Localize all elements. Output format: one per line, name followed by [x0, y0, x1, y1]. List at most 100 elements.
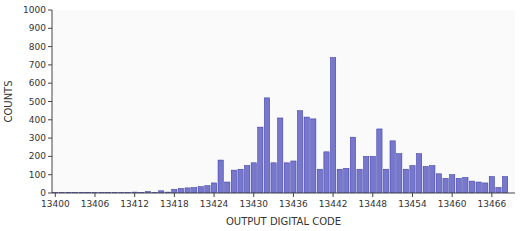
bar [390, 141, 395, 193]
bar [337, 169, 342, 193]
bar [238, 169, 243, 193]
bar [211, 183, 216, 193]
bar [383, 169, 388, 193]
bar [423, 166, 428, 193]
bar [410, 166, 415, 193]
x-tick [94, 193, 95, 197]
x-axis-line [52, 193, 515, 194]
x-tick [174, 193, 175, 197]
bar [244, 166, 249, 193]
bar [463, 177, 468, 193]
y-tick [48, 46, 52, 47]
bar [430, 166, 435, 193]
bar [483, 183, 488, 193]
y-tick-label: 100 [29, 170, 46, 180]
x-tick [253, 193, 254, 197]
bar [324, 152, 329, 193]
bar [377, 129, 382, 193]
bar [496, 188, 501, 193]
bar [251, 163, 256, 193]
bar [304, 117, 309, 193]
x-tick [412, 193, 413, 197]
x-tick [491, 193, 492, 197]
y-tick-label: 400 [29, 115, 46, 125]
bar [284, 163, 289, 193]
y-tick [48, 83, 52, 84]
bar [469, 181, 474, 193]
y-tick-label: 700 [29, 60, 46, 70]
bar [443, 178, 448, 193]
y-tick [48, 156, 52, 157]
x-tick-label: 13418 [160, 199, 189, 209]
bar [297, 111, 302, 193]
bar [456, 178, 461, 193]
x-tick [452, 193, 453, 197]
x-tick-label: 13430 [239, 199, 268, 209]
bar [450, 175, 455, 193]
bar [344, 168, 349, 193]
y-tick-label: 200 [29, 151, 46, 161]
x-tick-label: 13424 [200, 199, 229, 209]
y-tick-label: 800 [29, 42, 46, 52]
x-tick [55, 193, 56, 197]
x-tick-label: 13448 [358, 199, 387, 209]
y-tick-label: 0 [40, 188, 46, 198]
plot-background [52, 10, 515, 193]
x-tick [333, 193, 334, 197]
bar [225, 182, 230, 193]
y-tick [48, 10, 52, 11]
bar [364, 156, 369, 193]
y-tick-label: 300 [29, 133, 46, 143]
bar [178, 188, 183, 193]
y-tick [48, 28, 52, 29]
bar [218, 160, 223, 193]
bar [397, 154, 402, 193]
x-tick-label: 13454 [398, 199, 427, 209]
page: {"chart_data": {"type": "bar", "xlabel":… [0, 0, 529, 231]
bar [278, 118, 283, 193]
bar [205, 186, 210, 193]
bar [311, 119, 316, 193]
bar [271, 163, 276, 193]
x-tick-label: 13466 [478, 199, 507, 209]
bar [370, 156, 375, 193]
bar [192, 188, 197, 193]
y-tick [48, 174, 52, 175]
bar [291, 161, 296, 193]
bar [198, 187, 203, 193]
y-axis-label: COUNTS [3, 80, 14, 122]
bar [350, 137, 355, 193]
bar [185, 188, 190, 193]
x-tick-label: 13442 [319, 199, 348, 209]
bar [476, 182, 481, 193]
bar [172, 189, 177, 193]
y-tick [48, 101, 52, 102]
bar [258, 127, 263, 193]
bar [403, 169, 408, 193]
bar [416, 154, 421, 193]
bar [502, 177, 507, 193]
y-tick-label: 900 [29, 23, 46, 33]
bar [436, 174, 441, 193]
x-tick-label: 13406 [81, 199, 110, 209]
y-tick-label: 500 [29, 97, 46, 107]
bars [53, 58, 508, 193]
y-tick [48, 193, 52, 194]
x-tick [214, 193, 215, 197]
x-tick-label: 13460 [438, 199, 467, 209]
bar [330, 58, 335, 193]
chart: 1340013406134121341813424134301343613442… [0, 0, 529, 231]
bar [357, 169, 362, 193]
y-tick-label: 600 [29, 78, 46, 88]
x-axis-label: OUTPUT DIGITAL CODE [226, 216, 341, 227]
axes: 1340013406134121341813424134301343613442… [23, 5, 515, 209]
y-tick-label: 1000 [23, 5, 46, 15]
x-tick-label: 13436 [279, 199, 308, 209]
bar [264, 98, 269, 193]
x-tick [293, 193, 294, 197]
x-tick [134, 193, 135, 197]
x-tick-label: 13412 [120, 199, 149, 209]
y-tick [48, 138, 52, 139]
bar [489, 177, 494, 193]
y-tick [48, 64, 52, 65]
